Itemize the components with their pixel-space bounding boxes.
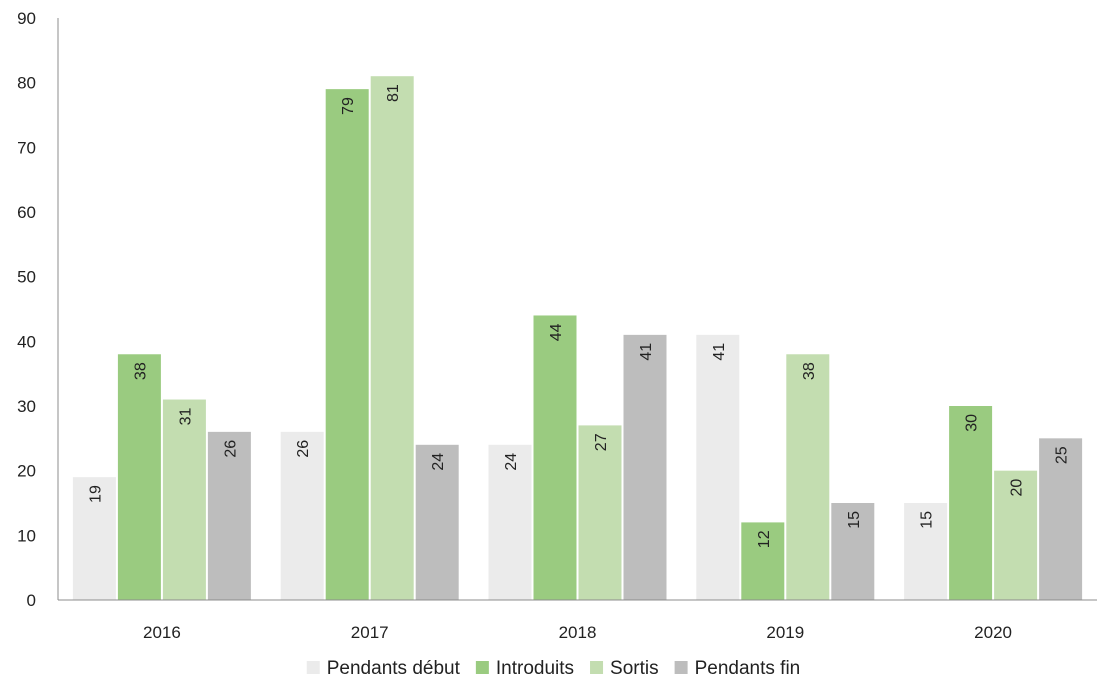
data-label: 20	[1009, 479, 1026, 497]
x-tick-label: 2019	[766, 623, 804, 642]
bar	[280, 431, 324, 600]
bar	[533, 315, 577, 600]
bar	[1039, 438, 1083, 600]
bar	[741, 522, 785, 600]
bar	[325, 89, 369, 600]
legend-swatch	[590, 661, 604, 674]
legend-label: Pendants fin	[695, 658, 801, 679]
bar	[72, 477, 116, 600]
legend-label: Introduits	[496, 658, 574, 679]
data-label: 26	[295, 440, 312, 458]
y-tick-label: 80	[17, 74, 36, 93]
y-axis-ticks: 0 10 20 30 40 50 60 70 80 90	[17, 9, 36, 610]
data-label: 25	[1054, 446, 1071, 464]
y-tick-label: 50	[17, 268, 36, 287]
data-label: 38	[801, 362, 818, 380]
data-label: 79	[340, 97, 357, 115]
legend-swatch	[475, 661, 489, 674]
data-label: 12	[756, 530, 773, 548]
legend-label: Pendants début	[327, 658, 461, 679]
bar	[994, 470, 1038, 600]
x-tick-label: 2018	[559, 623, 597, 642]
data-label: 31	[177, 407, 194, 425]
data-label: 15	[846, 511, 863, 529]
legend: Pendants début Introduits Sortis Pendants f…	[306, 658, 801, 679]
data-label: 15	[919, 511, 936, 529]
bar	[162, 399, 206, 600]
bar	[904, 503, 948, 600]
y-tick-label: 60	[17, 203, 36, 222]
legend-swatch	[306, 661, 320, 674]
bar	[578, 425, 622, 600]
data-label: 19	[87, 485, 104, 503]
x-tick-label: 2017	[351, 623, 389, 642]
bar	[370, 76, 414, 600]
data-label: 24	[503, 453, 520, 471]
y-tick-label: 40	[17, 332, 36, 351]
data-label: 81	[385, 84, 402, 102]
x-tick-label: 2020	[974, 623, 1012, 642]
bar	[696, 334, 740, 600]
y-tick-label: 0	[27, 591, 36, 610]
data-label: 41	[711, 343, 728, 361]
bars	[72, 76, 1083, 600]
legend-label: Sortis	[610, 658, 659, 679]
data-label: 24	[430, 453, 447, 471]
data-label: 38	[132, 362, 149, 380]
x-axis-ticks: 2016 2017 2018 2019 2020	[143, 623, 1012, 642]
y-tick-label: 30	[17, 397, 36, 416]
y-tick-label: 90	[17, 9, 36, 28]
data-label: 30	[964, 414, 981, 432]
x-tick-label: 2016	[143, 623, 181, 642]
y-tick-label: 70	[17, 138, 36, 157]
bar	[623, 334, 667, 600]
bar	[207, 431, 251, 600]
bar	[831, 503, 875, 600]
data-label: 26	[222, 440, 239, 458]
bar	[949, 406, 993, 600]
bar	[488, 444, 532, 600]
legend-swatch	[674, 661, 688, 674]
bar	[786, 354, 830, 600]
bar	[415, 444, 459, 600]
data-labels: 19 38 31 26 26 79 81 24 24 44 27 41 41 12 38 15 15 30 20 25	[87, 84, 1070, 548]
data-label: 27	[593, 433, 610, 451]
bar	[117, 354, 161, 600]
data-label: 44	[548, 323, 565, 341]
y-tick-label: 20	[17, 462, 36, 481]
data-label: 41	[638, 343, 655, 361]
y-tick-label: 10	[17, 526, 36, 545]
